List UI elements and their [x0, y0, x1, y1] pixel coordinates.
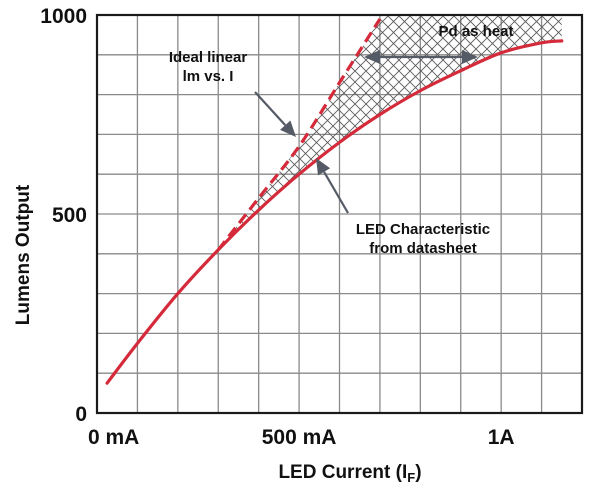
x-tick-label: 0 mA: [88, 426, 139, 449]
annotation-datasheet-line1: LED Characteristic: [356, 221, 490, 238]
x-tick-label: 1A: [488, 426, 515, 449]
arrow-to-datasheet-curve: [316, 158, 349, 214]
arrow-head: [364, 50, 380, 64]
arrow-heat-right: [440, 50, 478, 64]
arrow-head: [280, 120, 296, 137]
arrow-heat-left: [364, 50, 440, 64]
tick-labels: 0 mA 500 mA 1A 0 500 1000: [40, 5, 514, 449]
plot-frame: [95, 13, 584, 415]
y-tick-label: 0: [75, 403, 87, 426]
hatch-line: [218, 15, 412, 250]
arrow-shaft: [254, 91, 287, 126]
annotation-datasheet-line2: from datasheet: [369, 240, 477, 257]
plot-border: [95, 13, 584, 415]
annotations: Ideal linear lm vs. I LED Characteristic…: [169, 23, 514, 257]
x-axis-symbol-open: (I: [396, 462, 408, 483]
y-tick-label: 500: [52, 204, 87, 227]
y-axis-title: Lumens Output: [13, 184, 34, 325]
y-tick-label: 1000: [40, 5, 87, 28]
annotation-heat: Pd as heat: [438, 23, 513, 40]
x-tick-label: 500 mA: [262, 426, 337, 449]
ideal-linear-line: [216, 18, 382, 251]
x-axis-subscript: F: [407, 470, 415, 485]
annotation-ideal-line1: Ideal linear: [169, 49, 248, 66]
x-axis-title-main: LED Current: [278, 462, 391, 483]
arrow-to-ideal-line: [254, 91, 296, 137]
arrow-shaft: [323, 171, 349, 214]
hatch-line: [218, 15, 423, 250]
data-series: [105, 18, 564, 385]
annotation-arrows: [254, 50, 478, 214]
x-axis-symbol-close: ): [415, 462, 421, 483]
hatch-line: [353, 15, 562, 250]
x-axis-title: LED Current (IF): [278, 462, 421, 485]
datasheet-curve: [105, 39, 564, 385]
annotation-ideal-line2: lm vs. I: [183, 68, 234, 85]
arrow-head: [316, 158, 331, 176]
arrow-head: [462, 50, 478, 64]
